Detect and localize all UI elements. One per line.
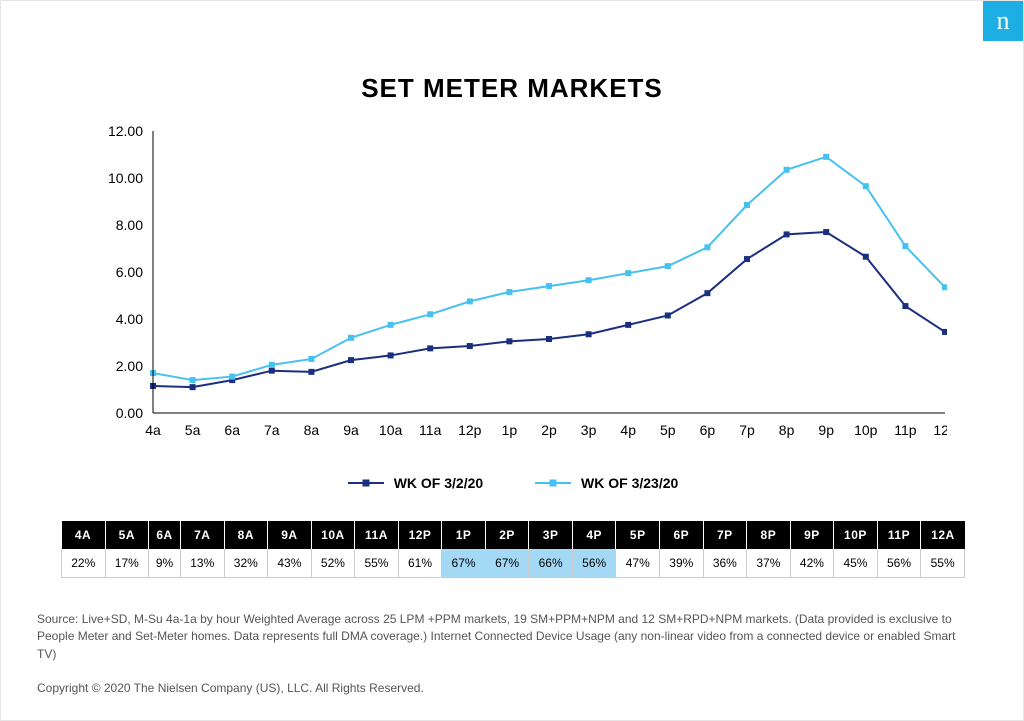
svg-text:8.00: 8.00 [116, 217, 143, 233]
legend-item-2: WK OF 3/23/20 [535, 475, 678, 491]
table-header: 4A [62, 521, 106, 549]
table-header: 12A [921, 521, 965, 549]
svg-text:2.00: 2.00 [116, 358, 143, 374]
table-cell: 37% [747, 549, 791, 578]
copyright-text: Copyright © 2020 The Nielsen Company (US… [37, 681, 424, 695]
svg-text:6.00: 6.00 [116, 264, 143, 280]
svg-text:5a: 5a [185, 422, 201, 438]
legend-label-2: WK OF 3/23/20 [581, 475, 678, 491]
table-cell: 55% [921, 549, 965, 578]
table-cell: 45% [834, 549, 878, 578]
legend-marker-1-icon [348, 482, 384, 484]
chart-container: n SET METER MARKETS 0.00 2.00 4.00 6.00 8.00… [0, 0, 1024, 721]
table-cell: 47% [616, 549, 660, 578]
table-cell: 52% [311, 549, 355, 578]
svg-text:3p: 3p [581, 422, 597, 438]
table-cell: 67% [485, 549, 529, 578]
table-header: 11P [877, 521, 921, 549]
table-header: 7P [703, 521, 747, 549]
source-text: Source: Live+SD, M-Su 4a-1a by hour Weig… [37, 611, 977, 663]
svg-text:11p: 11p [894, 422, 917, 438]
table-cell: 43% [268, 549, 312, 578]
svg-text:6p: 6p [700, 422, 716, 438]
svg-text:9p: 9p [818, 422, 834, 438]
table-cell: 9% [149, 549, 181, 578]
table-header: 8P [747, 521, 791, 549]
svg-text:4a: 4a [145, 422, 161, 438]
table-header: 7A [181, 521, 225, 549]
legend-marker-2-icon [535, 482, 571, 484]
table-cell: 55% [355, 549, 399, 578]
table-cell: 13% [181, 549, 225, 578]
legend-item-1: WK OF 3/2/20 [348, 475, 483, 491]
table-header: 6P [660, 521, 704, 549]
nielsen-logo-icon: n [983, 1, 1023, 41]
table-header: 5A [105, 521, 149, 549]
percent-table: 4A5A6A7A8A9A10A11A12P1P2P3P4P5P6P7P8P9P1… [61, 521, 965, 578]
table-cell: 56% [877, 549, 921, 578]
table-cell: 32% [224, 549, 268, 578]
svg-text:7a: 7a [264, 422, 280, 438]
table-header: 10P [834, 521, 878, 549]
svg-text:2p: 2p [541, 422, 557, 438]
table-cell: 39% [660, 549, 704, 578]
svg-text:12p: 12p [458, 422, 482, 438]
table-header: 6A [149, 521, 181, 549]
table-header: 9A [268, 521, 312, 549]
table-cell: 61% [398, 549, 442, 578]
table-header: 12P [398, 521, 442, 549]
svg-text:1p: 1p [502, 422, 518, 438]
table-cell: 67% [442, 549, 486, 578]
table-header: 1P [442, 521, 486, 549]
table-header: 9P [790, 521, 834, 549]
table-header: 8A [224, 521, 268, 549]
svg-text:9a: 9a [343, 422, 359, 438]
table-cell: 36% [703, 549, 747, 578]
chart-svg: 0.00 2.00 4.00 6.00 8.00 10.00 12.00 4a 5a 6a 7a 8a… [97, 123, 947, 453]
svg-text:4p: 4p [620, 422, 636, 438]
svg-text:12a: 12a [933, 422, 947, 438]
svg-text:6a: 6a [224, 422, 240, 438]
table-header: 3P [529, 521, 573, 549]
table-header: 5P [616, 521, 660, 549]
table-cell: 17% [105, 549, 149, 578]
svg-text:11a: 11a [419, 422, 442, 438]
chart-title: SET METER MARKETS [1, 1, 1023, 104]
table-cell: 66% [529, 549, 573, 578]
table-cell: 42% [790, 549, 834, 578]
svg-text:8a: 8a [304, 422, 320, 438]
table-cell: 56% [572, 549, 616, 578]
svg-text:10p: 10p [854, 422, 878, 438]
svg-text:0.00: 0.00 [116, 405, 143, 421]
svg-text:10a: 10a [379, 422, 403, 438]
table-header: 11A [355, 521, 399, 549]
table-cell: 22% [62, 549, 106, 578]
svg-text:7p: 7p [739, 422, 755, 438]
line-chart: 0.00 2.00 4.00 6.00 8.00 10.00 12.00 4a 5a 6a 7a 8a… [97, 123, 947, 453]
svg-text:8p: 8p [779, 422, 795, 438]
legend-label-1: WK OF 3/2/20 [394, 475, 483, 491]
svg-text:4.00: 4.00 [116, 311, 143, 327]
table-header: 10A [311, 521, 355, 549]
svg-text:5p: 5p [660, 422, 676, 438]
legend: WK OF 3/2/20 WK OF 3/23/20 [1, 471, 1024, 491]
table-header: 2P [485, 521, 529, 549]
svg-text:12.00: 12.00 [108, 123, 143, 139]
table: 4A5A6A7A8A9A10A11A12P1P2P3P4P5P6P7P8P9P1… [61, 521, 965, 578]
table-header: 4P [572, 521, 616, 549]
svg-text:10.00: 10.00 [108, 170, 143, 186]
